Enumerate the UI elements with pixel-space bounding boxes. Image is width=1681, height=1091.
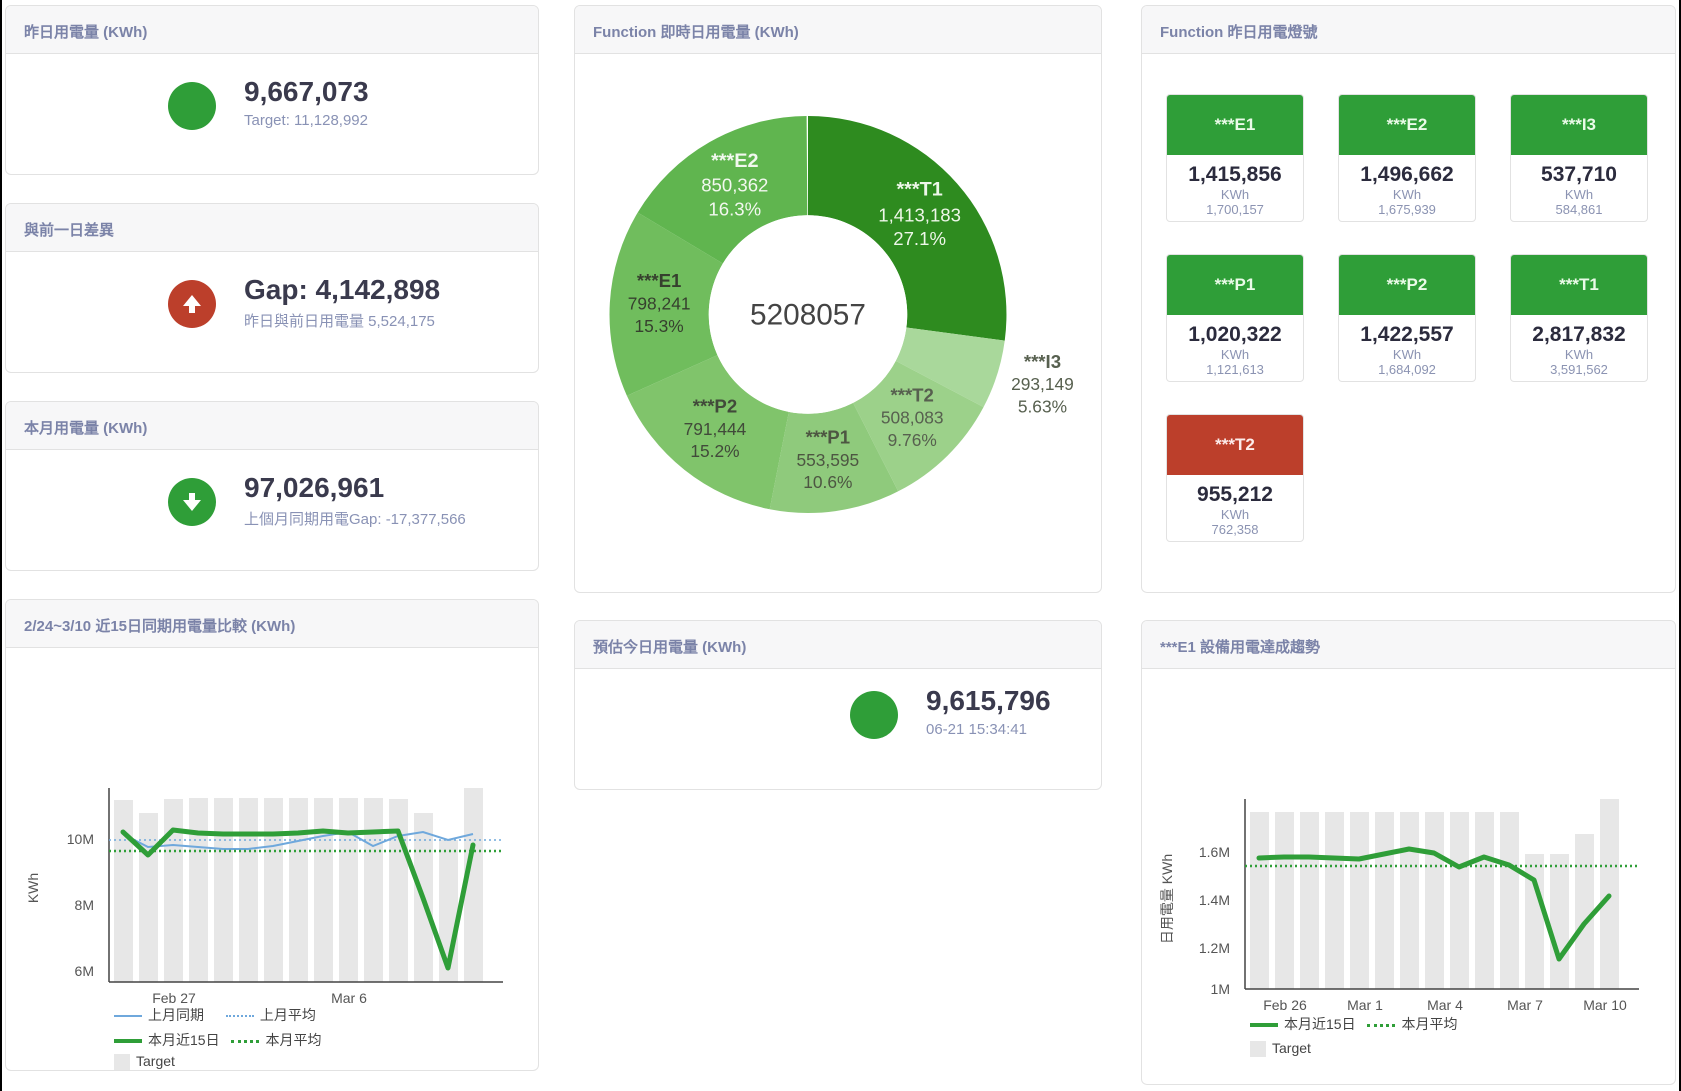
svg-text:6M: 6M [75, 963, 94, 979]
svg-text:***T1: ***T1 [896, 178, 942, 200]
svg-text:***E1: ***E1 [637, 270, 681, 291]
svg-text:***P1: ***P1 [806, 427, 850, 448]
svg-text:10.6%: 10.6% [803, 472, 852, 492]
svg-text:798,241: 798,241 [628, 294, 691, 314]
svg-text:KWh: KWh [25, 873, 41, 903]
svg-text:1,413,183: 1,413,183 [878, 204, 961, 225]
svg-text:Mar 7: Mar 7 [1507, 997, 1543, 1013]
svg-text:8M: 8M [75, 897, 94, 913]
svg-text:850,362: 850,362 [701, 175, 768, 196]
svg-text:16.3%: 16.3% [708, 198, 761, 219]
svg-text:***P2: ***P2 [693, 395, 737, 416]
svg-text:1.4M: 1.4M [1199, 892, 1230, 908]
svg-text:***T2: ***T2 [890, 384, 933, 405]
svg-text:1.6M: 1.6M [1199, 844, 1230, 860]
svg-text:Feb 27: Feb 27 [152, 990, 196, 1006]
svg-text:Mar 10: Mar 10 [1583, 997, 1627, 1013]
svg-text:日用電量 KWh: 日用電量 KWh [1159, 854, 1175, 944]
svg-text:Mar 1: Mar 1 [1347, 997, 1383, 1013]
svg-text:1.2M: 1.2M [1199, 940, 1230, 956]
svg-text:15.2%: 15.2% [690, 441, 739, 461]
svg-text:15.3%: 15.3% [635, 316, 684, 336]
svg-text:Mar 4: Mar 4 [1427, 997, 1463, 1013]
svg-text:791,444: 791,444 [684, 419, 747, 439]
svg-text:293,149: 293,149 [1011, 374, 1074, 394]
svg-text:***E2: ***E2 [711, 150, 758, 172]
svg-text:508,083: 508,083 [881, 408, 944, 428]
svg-text:9.76%: 9.76% [888, 430, 937, 450]
svg-text:1M: 1M [1211, 981, 1230, 997]
svg-text:Feb 26: Feb 26 [1263, 997, 1307, 1013]
svg-text:5208057: 5208057 [750, 298, 866, 331]
svg-text:Mar 6: Mar 6 [331, 990, 367, 1006]
svg-text:553,595: 553,595 [796, 450, 859, 470]
svg-text:27.1%: 27.1% [893, 228, 946, 249]
svg-text:10M: 10M [67, 831, 94, 847]
svg-text:***I3: ***I3 [1024, 351, 1061, 372]
svg-text:5.63%: 5.63% [1018, 396, 1067, 416]
